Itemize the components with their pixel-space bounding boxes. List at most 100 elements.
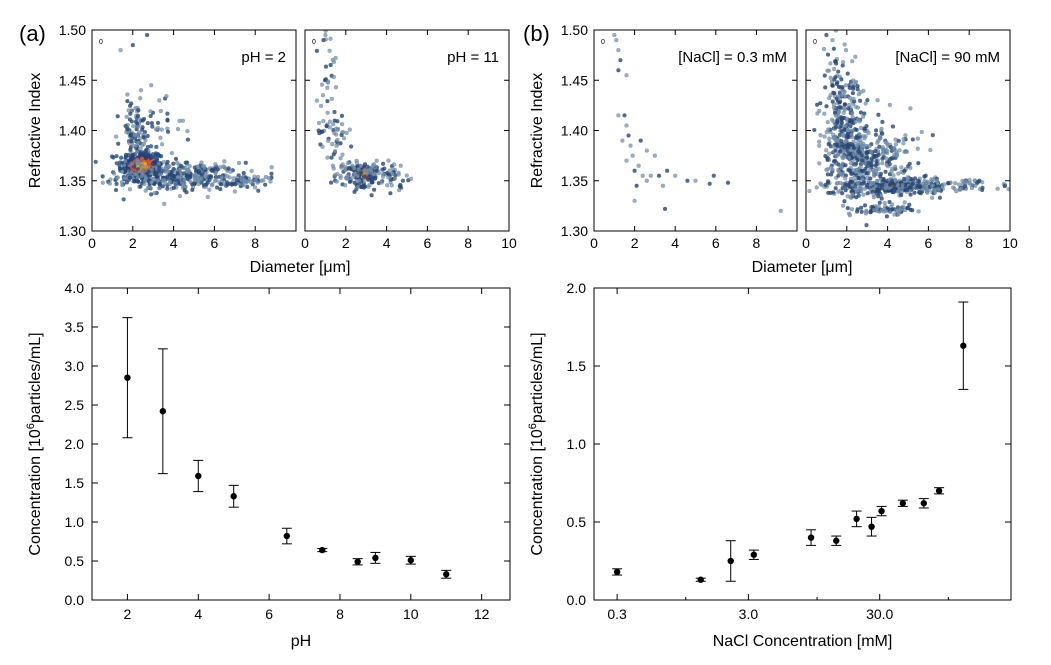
data-point — [367, 182, 372, 188]
data-point — [833, 113, 838, 118]
data-point — [268, 179, 273, 184]
data-point — [187, 174, 193, 180]
data-point — [334, 132, 339, 137]
data-point — [155, 120, 161, 126]
data-point — [849, 179, 855, 185]
data-point — [249, 168, 254, 174]
data-point — [177, 167, 183, 172]
data-point — [887, 182, 893, 187]
data-point — [347, 179, 353, 185]
data-point — [387, 168, 392, 173]
data-point — [149, 180, 154, 185]
data-point — [901, 140, 906, 146]
data-point — [159, 127, 164, 132]
data-point — [203, 173, 208, 179]
data-point — [868, 182, 874, 187]
data-point — [127, 187, 133, 192]
data-point — [269, 165, 274, 170]
data-point — [842, 42, 847, 47]
x-tick-label: 6 — [265, 606, 273, 622]
data-point — [335, 118, 340, 124]
data-point — [380, 167, 385, 172]
data-point — [824, 148, 829, 153]
data-point — [883, 169, 888, 175]
data-point — [327, 125, 332, 130]
data-point — [902, 176, 907, 182]
data-point — [880, 119, 885, 125]
data-point — [218, 182, 224, 187]
data-point — [825, 157, 830, 163]
data-point — [234, 177, 240, 183]
data-point — [165, 111, 170, 116]
corner-label: 0 — [601, 39, 605, 46]
data-point — [330, 57, 335, 62]
data-point — [828, 92, 833, 98]
data-point — [863, 211, 869, 216]
data-point — [845, 127, 851, 132]
data-point — [158, 135, 163, 141]
panel-annotation: [NaCl] = 90 mM — [895, 49, 1000, 66]
data-point — [222, 159, 227, 164]
data-point — [338, 173, 343, 179]
data-point — [241, 177, 247, 183]
data-point — [831, 158, 837, 164]
data-point — [256, 188, 261, 194]
data-point — [183, 184, 188, 190]
data-point — [853, 104, 858, 109]
a-ph11-frame — [304, 29, 510, 232]
data-point — [822, 134, 827, 139]
data-point — [673, 173, 678, 178]
data-point — [154, 156, 160, 161]
data-point — [628, 143, 633, 148]
data-point — [159, 408, 167, 415]
data-point — [126, 108, 131, 113]
data-point — [142, 161, 148, 167]
data-point — [828, 61, 833, 66]
data-point — [876, 204, 881, 209]
data-point — [316, 120, 322, 126]
data-point — [814, 102, 820, 108]
data-point — [390, 166, 395, 171]
data-point — [117, 166, 123, 171]
data-point — [931, 177, 936, 182]
data-point — [853, 79, 859, 85]
data-point — [169, 150, 175, 156]
data-point — [114, 161, 120, 166]
panel-label-b: (b) — [523, 21, 550, 46]
b-nacl03-frame — [593, 29, 798, 232]
x-tick-label: 8 — [753, 235, 761, 251]
y-tick-label: 3.0 — [65, 358, 85, 374]
data-point — [127, 103, 133, 109]
data-point — [330, 0, 334, 2]
data-point — [144, 32, 150, 38]
data-point — [182, 165, 188, 171]
data-point — [840, 93, 845, 98]
x-tick-label: 8 — [464, 235, 472, 251]
x-tick-label: 0 — [802, 235, 810, 251]
data-point — [871, 192, 876, 197]
data-point — [185, 137, 191, 142]
data-point — [854, 161, 859, 166]
data-point — [390, 171, 395, 176]
data-point — [207, 177, 212, 183]
y-tick-label: 1.0 — [65, 514, 85, 530]
data-point — [902, 200, 907, 205]
x-tick-label: 8 — [965, 235, 973, 251]
data-point — [859, 209, 864, 215]
a-ph2-panel: 0 2 4 6 8 1.30 1.35 1.40 1.45 1.50 Refractive Inde… — [27, 22, 296, 251]
data-point — [219, 174, 225, 180]
data-point — [869, 149, 874, 155]
data-point — [340, 129, 346, 135]
data-point — [917, 184, 922, 190]
data-point — [443, 571, 450, 578]
data-point — [129, 169, 134, 175]
data-point — [140, 171, 145, 176]
data-point — [904, 187, 910, 193]
data-point — [146, 160, 152, 165]
data-point — [845, 71, 850, 76]
b-nacl03-panel: 0 2 4 6 8 1.30 1.35 1.40 1.45 1.50 Refractive Inde… — [529, 22, 797, 251]
data-point — [880, 156, 885, 162]
x-tick-label: 8 — [336, 606, 344, 622]
data-point — [854, 209, 860, 214]
